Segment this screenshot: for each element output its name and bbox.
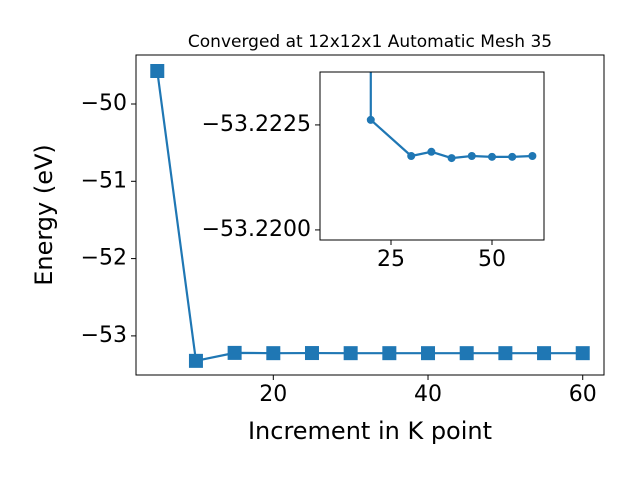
- marker: [459, 346, 474, 361]
- plot-area: [366, 72, 537, 163]
- marker: [488, 152, 496, 161]
- marker: [498, 346, 513, 361]
- y-tick-label: −53: [81, 323, 127, 348]
- x-tick-label: 25: [377, 247, 405, 272]
- marker: [366, 115, 375, 124]
- marker: [575, 346, 590, 361]
- marker: [528, 152, 537, 160]
- marker: [304, 346, 319, 361]
- x-tick-label: 20: [259, 382, 287, 407]
- x-tick-label: 50: [478, 247, 506, 272]
- axes-frame: [135, 54, 605, 376]
- marker: [407, 152, 416, 160]
- y-tick-label: −50: [81, 91, 127, 116]
- marker: [343, 346, 358, 361]
- marker: [508, 152, 517, 161]
- x-axis-label: Increment in K point: [248, 417, 492, 445]
- y-tick-label: −53.2225: [202, 112, 311, 137]
- marker: [150, 64, 165, 78]
- y-tick-label: −52: [81, 246, 127, 271]
- plot-area: [150, 64, 590, 368]
- marker: [421, 346, 436, 361]
- x-tick-label: 60: [569, 382, 597, 407]
- marker: [227, 345, 242, 360]
- chart-title: Converged at 12x12x1 Automatic Mesh 35: [188, 32, 552, 52]
- x-tick-label: 40: [414, 382, 442, 407]
- y-axis-label: Energy (eV): [30, 144, 58, 286]
- y-tick-label: −51: [81, 168, 127, 193]
- axes-frame: [319, 71, 545, 241]
- marker: [427, 147, 436, 156]
- marker: [467, 152, 476, 160]
- marker: [188, 353, 203, 368]
- y-tick-label: −53.2200: [202, 217, 311, 242]
- marker: [537, 346, 552, 361]
- marker: [266, 346, 281, 361]
- marker: [447, 154, 456, 163]
- marker: [382, 346, 397, 361]
